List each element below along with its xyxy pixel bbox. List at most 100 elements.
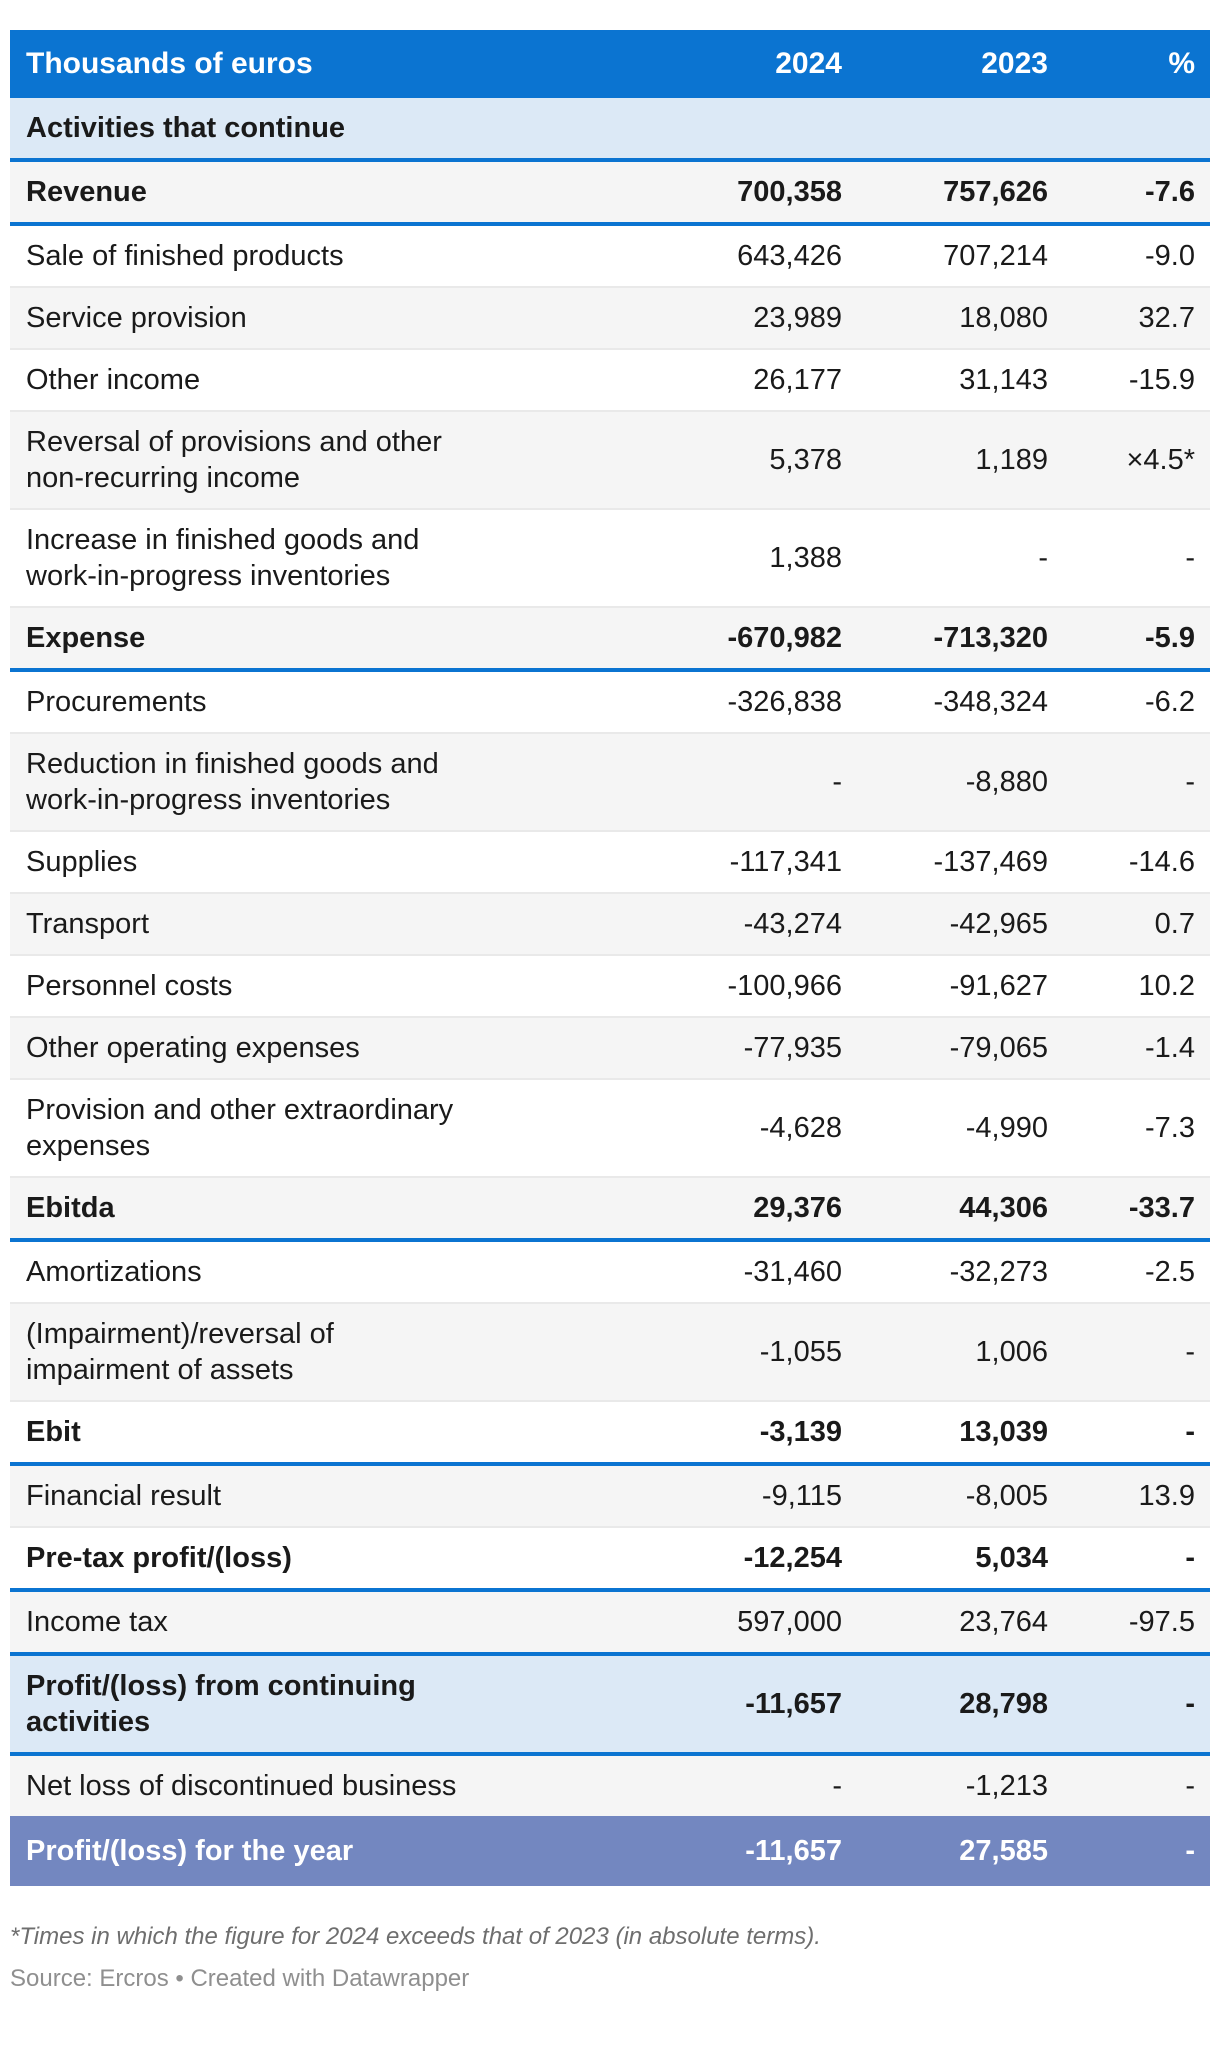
row-value-2024: -117,341	[729, 846, 842, 878]
row-label: Sale of finished products	[26, 240, 344, 272]
row-label: Other income	[26, 364, 201, 396]
source-attribution: Source: Ercros • Created with Datawrappe…	[10, 1965, 470, 1992]
table-row: Other income 26,177 31,143 -15.9	[10, 349, 1210, 411]
row-label: Amortizations	[26, 1256, 202, 1288]
row-value-percent: -6.2	[1145, 686, 1195, 718]
row-value-2024: -1,055	[759, 1336, 842, 1368]
row-value-percent: ×4.5*	[1126, 444, 1195, 476]
row-value-percent: 0.7	[1154, 908, 1195, 940]
row-value-2024: 23,989	[753, 302, 842, 334]
row-value-percent: -	[1185, 1688, 1195, 1720]
row-value-2023: 44,306	[959, 1192, 1048, 1224]
row-value-2024: -11,657	[745, 1835, 842, 1867]
table-row: Expense -670,982 -713,320 -5.9	[10, 607, 1210, 670]
row-value-2024: 597,000	[737, 1606, 842, 1638]
row-value-2023: 757,626	[943, 176, 1048, 208]
row-value-2024	[570, 98, 842, 160]
table-row: Profit/(loss) for the year -11,657 27,585 -	[10, 1816, 1210, 1886]
row-value-2023	[842, 98, 1048, 160]
row-value-2023: 707,214	[943, 240, 1048, 272]
row-value-percent: -	[1185, 1542, 1195, 1574]
column-header-2024: 2024	[570, 30, 842, 98]
table-row: Ebitda 29,376 44,306 -33.7	[10, 1177, 1210, 1240]
table-row: Income tax 597,000 23,764 -97.5	[10, 1590, 1210, 1654]
row-value-percent: -	[1185, 1416, 1195, 1448]
row-value-2024: -	[832, 766, 842, 798]
row-value-2023: 1,006	[975, 1336, 1048, 1368]
row-value-2023: 1,189	[975, 444, 1048, 476]
row-value-2023: -1,213	[965, 1770, 1048, 1802]
table-row: (Impairment)/reversal of impairment of a…	[10, 1303, 1210, 1401]
income-statement-table: Thousands of euros 2024 2023 % Activitie…	[10, 30, 1210, 1886]
row-value-percent: -97.5	[1128, 1606, 1195, 1638]
row-label: Profit/(loss) for the year	[26, 1835, 354, 1867]
row-label: Revenue	[26, 176, 147, 208]
row-label: Reversal of provisions and other non-rec…	[26, 426, 442, 494]
row-value-2023: -	[1038, 542, 1048, 574]
table-row: Ebit -3,139 13,039 -	[10, 1401, 1210, 1464]
table-row: Revenue 700,358 757,626 -7.6	[10, 160, 1210, 224]
row-value-percent: -14.6	[1128, 846, 1195, 878]
row-value-2024: -43,274	[743, 908, 842, 940]
table-row: Transport -43,274 -42,965 0.7	[10, 893, 1210, 955]
row-value-percent: -	[1185, 542, 1195, 574]
column-header-title: Thousands of euros	[10, 30, 570, 98]
row-value-2023: 18,080	[959, 302, 1048, 334]
table-row: Service provision 23,989 18,080 32.7	[10, 287, 1210, 349]
row-value-2023: 31,143	[959, 364, 1048, 396]
row-label: Increase in finished goods and work-in-p…	[26, 524, 420, 592]
table-row: Net loss of discontinued business - -1,213…	[10, 1754, 1210, 1816]
row-value-2023: -348,324	[933, 686, 1049, 718]
row-value-2024: -77,935	[743, 1032, 842, 1064]
row-value-2024: 29,376	[753, 1192, 842, 1224]
row-value-2024: 26,177	[753, 364, 842, 396]
row-value-2024: -	[832, 1770, 842, 1802]
row-value-2024: -9,115	[761, 1480, 842, 1512]
row-value-percent: -15.9	[1128, 364, 1195, 396]
row-value-2024: -100,966	[727, 970, 843, 1002]
table-row: Other operating expenses -77,935 -79,065 -1…	[10, 1017, 1210, 1079]
row-value-2024: 643,426	[737, 240, 842, 272]
row-value-2024: -3,139	[759, 1416, 842, 1448]
row-label: Pre-tax profit/(loss)	[26, 1542, 292, 1574]
row-value-2024: 5,378	[769, 444, 842, 476]
row-value-percent: 10.2	[1138, 970, 1195, 1002]
row-value-2023: -713,320	[933, 622, 1049, 654]
row-value-percent: -1.4	[1145, 1032, 1195, 1064]
table-body: Activities that continue Revenue 700,358 75…	[10, 98, 1210, 1886]
table-row: Reduction in finished goods and work-in-…	[10, 733, 1210, 831]
row-value-2023: 27,585	[959, 1835, 1048, 1867]
row-label: Income tax	[26, 1606, 168, 1638]
row-value-2023: 28,798	[959, 1688, 1048, 1720]
row-value-percent: 13.9	[1138, 1480, 1195, 1512]
row-value-2023: -8,880	[965, 766, 1048, 798]
row-label: Expense	[26, 622, 146, 654]
table-row: Amortizations -31,460 -32,273 -2.5	[10, 1240, 1210, 1303]
row-value-2024: -31,460	[743, 1256, 842, 1288]
row-value-2024: 700,358	[737, 176, 842, 208]
row-value-percent: -5.9	[1145, 622, 1195, 654]
table-header: Thousands of euros 2024 2023 %	[10, 30, 1210, 98]
row-value-percent: -2.5	[1145, 1256, 1195, 1288]
row-value-percent	[1048, 98, 1210, 160]
table-row: Reversal of provisions and other non-rec…	[10, 411, 1210, 509]
row-value-2023: -42,965	[949, 908, 1048, 940]
row-value-2023: 13,039	[959, 1416, 1048, 1448]
table-row: Sale of finished products 643,426 707,214 -…	[10, 224, 1210, 287]
row-label: Service provision	[26, 302, 247, 334]
table-row: Increase in finished goods and work-in-p…	[10, 509, 1210, 607]
column-header-percent: %	[1048, 30, 1210, 98]
row-value-percent: -	[1185, 1770, 1195, 1802]
row-value-2023: -8,005	[965, 1480, 1048, 1512]
row-label: Net loss of discontinued business	[26, 1770, 457, 1802]
row-value-percent: -33.7	[1128, 1192, 1195, 1224]
row-label: Activities that continue	[26, 112, 346, 144]
row-label: Personnel costs	[26, 970, 233, 1002]
table-row: Provision and other extraordinary expens…	[10, 1079, 1210, 1177]
row-value-percent: -	[1185, 1835, 1195, 1867]
row-value-2023: -32,273	[949, 1256, 1048, 1288]
table-row: Financial result -9,115 -8,005 13.9	[10, 1464, 1210, 1527]
table-row: Activities that continue	[10, 98, 1210, 160]
row-value-percent: -	[1185, 1336, 1195, 1368]
